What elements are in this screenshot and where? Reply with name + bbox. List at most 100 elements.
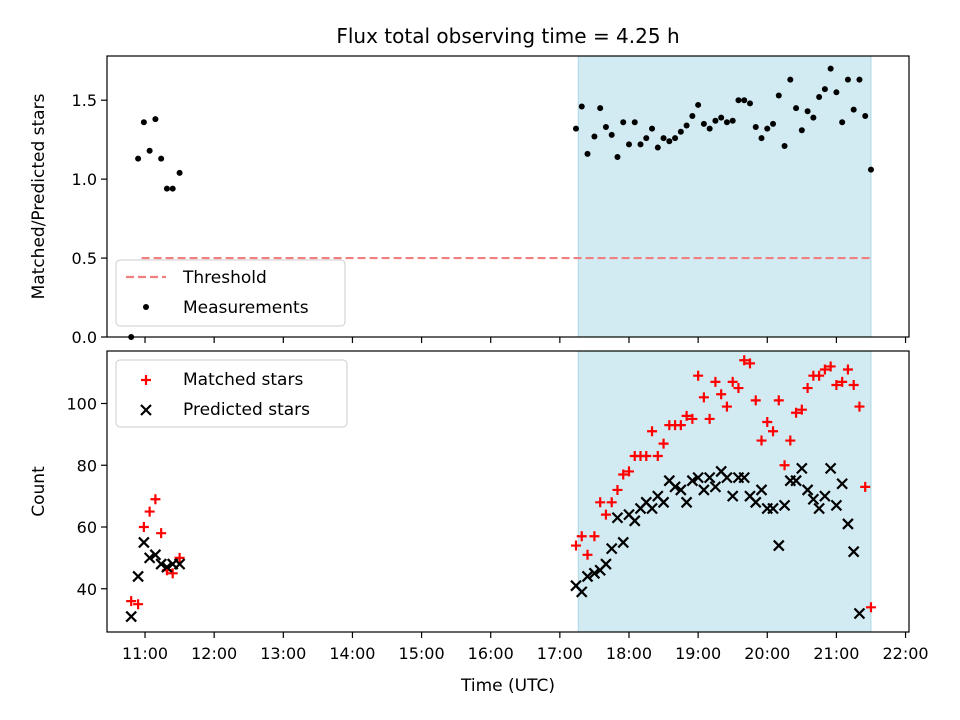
matched-star-point xyxy=(126,596,137,607)
x-tick-label: 22:00 xyxy=(882,644,928,663)
predicted-legend-swatch xyxy=(140,404,152,416)
measurement-point xyxy=(741,97,748,104)
predicted-star-point xyxy=(738,471,750,484)
measurement-point xyxy=(649,125,656,132)
measurement-point xyxy=(683,122,690,129)
matched-star-point xyxy=(150,494,161,505)
matched-star-point xyxy=(831,379,842,390)
matched-star-point xyxy=(848,379,859,390)
measurement-point xyxy=(816,94,823,101)
matched-star-point xyxy=(756,435,767,446)
matched-star-point xyxy=(785,435,796,446)
measurement-point xyxy=(827,65,834,72)
top-y-ticks: 0.0 0.5 1.0 1.5 xyxy=(72,91,107,347)
predicted-star-point xyxy=(847,545,860,558)
measurement-point xyxy=(833,89,840,96)
matched-star-point xyxy=(647,426,658,437)
matched-star-point xyxy=(814,370,825,381)
matched-star-point xyxy=(595,497,606,508)
predicted-star-point xyxy=(767,502,779,515)
matched-star-point xyxy=(802,383,813,394)
measurement-point xyxy=(706,125,713,132)
measurement-point xyxy=(746,100,753,107)
top-shaded-region xyxy=(577,55,872,338)
predicted-stars-points xyxy=(125,462,866,623)
predicted-star-point xyxy=(778,499,791,512)
predicted-star-point xyxy=(686,474,699,487)
matched-star-point xyxy=(727,376,738,387)
predicted-star-point xyxy=(698,484,710,496)
measurement-point xyxy=(578,103,585,110)
measurement-point xyxy=(839,119,846,126)
measurement-point xyxy=(764,125,771,132)
measurement-point xyxy=(862,112,869,119)
measurement-point xyxy=(775,92,782,99)
bottom-legend: Matched stars Predicted stars xyxy=(115,359,348,428)
measurement-point xyxy=(140,119,147,126)
top-panel: 0.0 0.5 1.0 1.5 Matched/Predicted stars Thr… xyxy=(29,55,910,347)
predicted-star-point xyxy=(669,481,681,493)
measurement-point xyxy=(146,147,153,154)
predicted-star-point xyxy=(796,462,808,475)
measurement-point xyxy=(856,76,863,83)
predicted-star-point xyxy=(680,496,693,509)
measurement-point xyxy=(158,155,165,162)
matched-star-point xyxy=(698,392,709,403)
matched-star-point xyxy=(138,522,149,533)
measurement-point xyxy=(660,135,667,142)
predicted-star-point xyxy=(617,536,630,549)
predicted-star-point xyxy=(161,561,173,573)
measurement-point xyxy=(169,185,176,192)
bot-y-tick-label: 80 xyxy=(77,456,97,475)
measurement-point xyxy=(695,101,702,108)
predicted-star-point xyxy=(749,496,762,509)
measurement-point xyxy=(810,114,817,121)
bottom-y-axis-label: Count xyxy=(29,466,49,517)
predicted-star-point xyxy=(755,484,768,496)
predicted-star-point xyxy=(807,493,820,505)
predicted-star-point xyxy=(773,539,785,552)
predicted-star-point xyxy=(611,511,624,524)
matched-star-point xyxy=(710,376,721,387)
measurement-point xyxy=(689,112,696,119)
x-tick-label: 11:00 xyxy=(122,644,168,663)
predicted-star-point xyxy=(853,607,866,620)
measurement-point xyxy=(602,124,609,131)
predicted-star-point xyxy=(149,549,162,561)
matched-star-point xyxy=(606,497,617,508)
x-tick-label: 18:00 xyxy=(606,644,652,663)
matched-star-point xyxy=(819,364,830,375)
bot-y-tick-label: 60 xyxy=(77,518,97,537)
x-tick-label: 12:00 xyxy=(191,644,237,663)
x-tick-label: 15:00 xyxy=(399,644,445,663)
matched-star-point xyxy=(570,540,581,551)
matched-star-point xyxy=(733,383,744,394)
predicted-star-point xyxy=(842,518,854,530)
top-axes-frame xyxy=(106,55,910,338)
matched-star-point xyxy=(174,552,185,563)
matched-star-point xyxy=(854,401,865,412)
measurement-point xyxy=(718,114,725,121)
predicted-star-point xyxy=(790,474,802,487)
measurement-point xyxy=(654,144,661,151)
measurement-point xyxy=(793,105,800,112)
measurement-point xyxy=(591,133,598,140)
predicted-star-point xyxy=(836,478,848,490)
matched-star-point xyxy=(652,450,663,461)
x-tick-label: 17:00 xyxy=(537,644,583,663)
matched-star-point xyxy=(589,531,600,542)
measurements-legend-label: Measurements xyxy=(183,298,309,318)
measurement-point xyxy=(770,120,777,127)
predicted-star-point xyxy=(819,490,831,502)
predicted-star-point xyxy=(721,471,733,484)
predicted-star-point xyxy=(709,481,722,493)
matched-legend-swatch xyxy=(141,375,151,385)
predicted-star-point xyxy=(575,586,588,598)
x-tick-label: 14:00 xyxy=(329,644,375,663)
bottom-y-ticks: 40 60 80 100 xyxy=(66,394,107,599)
bottom-shaded-region xyxy=(577,350,872,633)
measurement-point xyxy=(572,125,579,132)
bottom-x-ticks: 11:00 12:00 13:00 14:00 15:00 16:00 17:00 18:00… xyxy=(122,632,929,663)
matched-star-point xyxy=(675,420,686,431)
